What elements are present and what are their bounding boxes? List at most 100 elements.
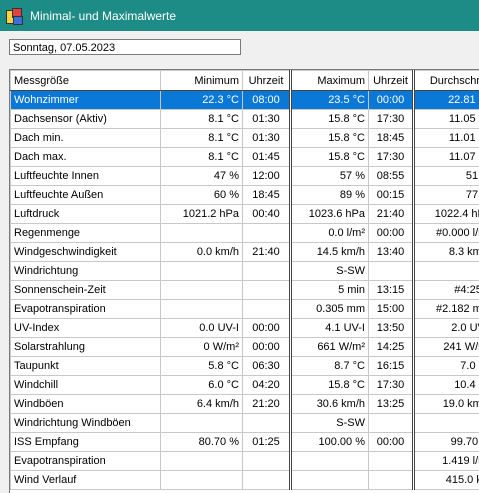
cell-durchschnitt: 51 % — [414, 167, 479, 186]
cell-maximum: 15.8 °C — [291, 110, 369, 129]
cell-maximum: 0.0 l/m² — [291, 224, 369, 243]
cell-minimum — [161, 471, 243, 490]
cell-durchschnitt: #0.000 l/m² — [414, 224, 479, 243]
cell-messgroesse: Wohnzimmer — [11, 91, 161, 110]
column-header-messgroesse[interactable]: Messgröße — [11, 71, 161, 91]
cell-maximum: 14.5 km/h — [291, 243, 369, 262]
cell-minimum — [161, 281, 243, 300]
cell-maximum — [291, 452, 369, 471]
cell-durchschnitt: 241 W/m² — [414, 338, 479, 357]
column-header-durchschnitt[interactable]: Durchschnitt — [414, 71, 479, 91]
cell-minimum: 47 % — [161, 167, 243, 186]
cell-uhrzeit-max: 17:30 — [369, 376, 414, 395]
cell-minimum: 8.1 °C — [161, 148, 243, 167]
cell-messgroesse: Wind Verlauf — [11, 471, 161, 490]
cell-maximum: 57 % — [291, 167, 369, 186]
table-header-row: Messgröße Minimum Uhrzeit Maximum Uhrzei… — [11, 71, 479, 91]
cell-uhrzeit-max: 15:00 — [369, 300, 414, 319]
column-header-maximum[interactable]: Maximum — [291, 71, 369, 91]
cell-maximum — [291, 471, 369, 490]
cell-durchschnitt: S — [414, 262, 479, 281]
cell-durchschnitt: S — [414, 414, 479, 433]
cell-minimum — [161, 224, 243, 243]
cell-messgroesse: ISS Empfang — [11, 433, 161, 452]
cell-minimum: 1021.2 hPa — [161, 205, 243, 224]
cell-uhrzeit-max — [369, 262, 414, 281]
cell-durchschnitt: 77 % — [414, 186, 479, 205]
cell-messgroesse: Windrichtung Windböen — [11, 414, 161, 433]
column-header-uhrzeit-max[interactable]: Uhrzeit — [369, 71, 414, 91]
cell-uhrzeit-max: 00:00 — [369, 224, 414, 243]
title-bar[interactable]: Minimal- und Maximalwerte — [0, 0, 479, 31]
cell-maximum: 15.8 °C — [291, 148, 369, 167]
cell-messgroesse: Luftfeuchte Außen — [11, 186, 161, 205]
cell-maximum: 15.8 °C — [291, 129, 369, 148]
cell-messgroesse: Luftfeuchte Innen — [11, 167, 161, 186]
cell-maximum: S-SW — [291, 414, 369, 433]
cell-durchschnitt: 415.0 km — [414, 471, 479, 490]
cell-uhrzeit-min — [243, 414, 291, 433]
column-header-uhrzeit-min[interactable]: Uhrzeit — [243, 71, 291, 91]
cell-uhrzeit-max: 13:40 — [369, 243, 414, 262]
cell-minimum: 5.8 °C — [161, 357, 243, 376]
cell-uhrzeit-max: 08:55 — [369, 167, 414, 186]
cell-uhrzeit-min: 21:20 — [243, 395, 291, 414]
cell-uhrzeit-min: 06:30 — [243, 357, 291, 376]
cell-uhrzeit-min: 12:00 — [243, 167, 291, 186]
cell-minimum — [161, 414, 243, 433]
cell-minimum: 0 W/m² — [161, 338, 243, 357]
cell-durchschnitt: 1.419 l/m² — [414, 452, 479, 471]
cell-durchschnitt: 22.81 °C — [414, 91, 479, 110]
cell-uhrzeit-min: 01:25 — [243, 433, 291, 452]
table-row[interactable]: Wind Verlauf 415.0 km — [11, 471, 479, 490]
cell-minimum: 8.1 °C — [161, 110, 243, 129]
cell-durchschnitt: 19.0 km/h — [414, 395, 479, 414]
cell-uhrzeit-max — [369, 414, 414, 433]
cell-uhrzeit-max: 00:00 — [369, 433, 414, 452]
cell-uhrzeit-max: 17:30 — [369, 110, 414, 129]
cell-maximum: 661 W/m² — [291, 338, 369, 357]
weather-station-icon — [6, 8, 22, 24]
column-header-minimum[interactable]: Minimum — [161, 71, 243, 91]
cell-maximum: 30.6 km/h — [291, 395, 369, 414]
cell-uhrzeit-min — [243, 281, 291, 300]
cell-messgroesse: Dachsensor (Aktiv) — [11, 110, 161, 129]
cell-messgroesse: Evapotranspiration — [11, 300, 161, 319]
cell-minimum: 6.0 °C — [161, 376, 243, 395]
cell-minimum: 6.4 km/h — [161, 395, 243, 414]
cell-durchschnitt: #2.182 mm — [414, 300, 479, 319]
cell-maximum: 0.305 mm — [291, 300, 369, 319]
cell-messgroesse: Windrichtung — [11, 262, 161, 281]
cell-maximum: 23.5 °C — [291, 91, 369, 110]
values-table: Messgröße Minimum Uhrzeit Maximum Uhrzei… — [9, 69, 479, 493]
cell-uhrzeit-min: 00:40 — [243, 205, 291, 224]
table-row[interactable]: Windrichtung Windböen S-SW S — [11, 414, 479, 433]
cell-messgroesse: Dach min. — [11, 129, 161, 148]
cell-uhrzeit-max: 18:45 — [369, 129, 414, 148]
cell-minimum: 22.3 °C — [161, 91, 243, 110]
cell-messgroesse: Windchill — [11, 376, 161, 395]
cell-uhrzeit-max: 21:40 — [369, 205, 414, 224]
cell-uhrzeit-min: 21:40 — [243, 243, 291, 262]
date-field[interactable]: Sonntag, 07.05.2023 — [9, 39, 241, 55]
cell-minimum: 8.1 °C — [161, 129, 243, 148]
